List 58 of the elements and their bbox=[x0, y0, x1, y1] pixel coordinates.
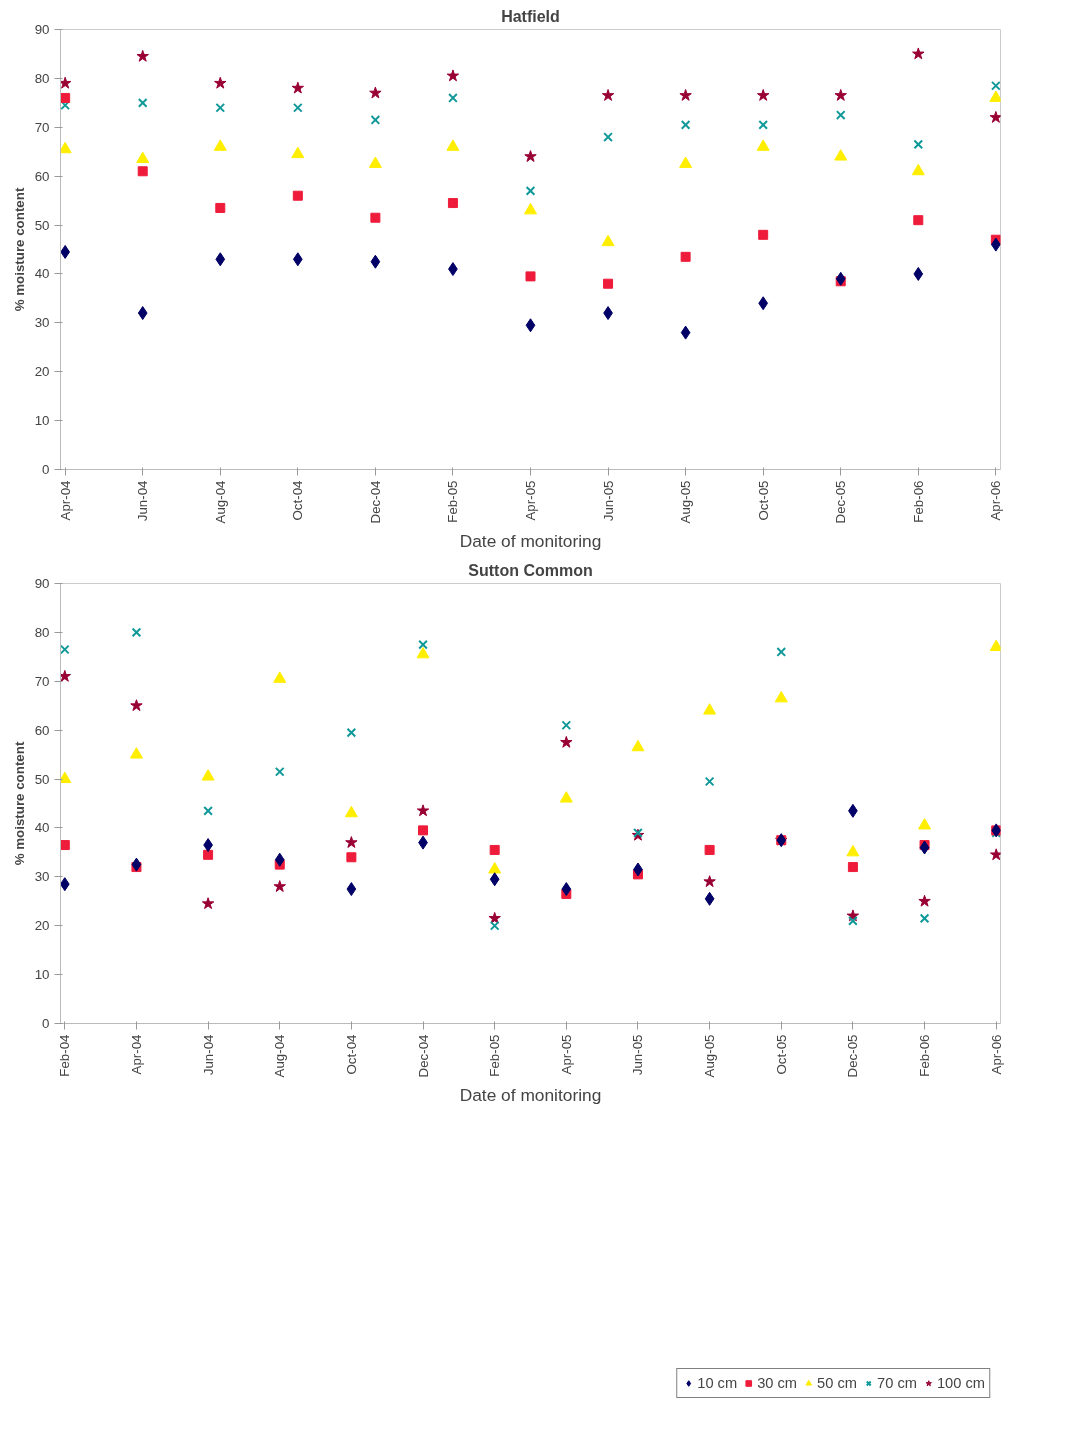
y-tick-label: 20 bbox=[34, 364, 50, 380]
x-tick-label: Apr-06 bbox=[988, 480, 1004, 521]
y-tick-label: 10 bbox=[34, 967, 50, 983]
legend-label: 50 cm bbox=[817, 1375, 858, 1391]
y-tick-label: 10 bbox=[34, 413, 50, 429]
x-tick-label: Aug-04 bbox=[272, 1033, 288, 1078]
x-tick-label: Dec-04 bbox=[367, 479, 383, 524]
y-tick-label: 90 bbox=[34, 576, 50, 591]
x-tick-label: Feb-05 bbox=[487, 1034, 503, 1077]
y-tick-label: 80 bbox=[34, 624, 50, 640]
x-tick-label: Dec-05 bbox=[845, 1034, 861, 1078]
x-tick-label: Oct-04 bbox=[290, 479, 306, 521]
x-tick-label: Aug-05 bbox=[702, 1034, 718, 1078]
y-tick-label: 0 bbox=[42, 462, 50, 477]
legend-label: 100 cm bbox=[936, 1375, 985, 1391]
y-tick-label: 0 bbox=[42, 1016, 50, 1031]
x-tick-label: Jun-04 bbox=[200, 1033, 216, 1076]
y-axis-title: % moisture content bbox=[11, 741, 27, 866]
x-tick-label: Jun-05 bbox=[600, 480, 616, 522]
y-tick-label: 40 bbox=[34, 266, 50, 282]
y-axis-title: % moisture content bbox=[11, 187, 27, 312]
x-tick-label: Jun-04 bbox=[135, 479, 151, 522]
y-tick-label: 70 bbox=[34, 119, 50, 135]
x-tick-label: Dec-04 bbox=[415, 1033, 431, 1078]
y-tick-label: 40 bbox=[34, 820, 50, 836]
x-axis-title: Date of monitoring bbox=[459, 1085, 602, 1106]
chart-title: Hatfield bbox=[501, 7, 560, 25]
y-tick-label: 20 bbox=[34, 918, 50, 934]
y-tick-label: 50 bbox=[34, 217, 50, 233]
x-tick-label: Feb-06 bbox=[910, 480, 926, 523]
y-tick-label: 30 bbox=[34, 869, 50, 885]
x-tick-label: Apr-04 bbox=[57, 479, 73, 521]
chart-title: Sutton Common bbox=[468, 561, 593, 579]
x-tick-label: Aug-04 bbox=[212, 479, 228, 524]
x-tick-label: Dec-05 bbox=[833, 480, 849, 524]
x-tick-label: Apr-05 bbox=[558, 1034, 574, 1075]
y-tick-label: 60 bbox=[34, 168, 50, 184]
x-tick-label: Feb-05 bbox=[445, 480, 461, 523]
x-axis-title: Date of monitoring bbox=[459, 531, 602, 552]
y-tick-label: 70 bbox=[34, 673, 50, 689]
x-tick-label: Oct-04 bbox=[343, 1033, 359, 1075]
x-tick-label: Feb-06 bbox=[917, 1034, 933, 1077]
legend-label: 30 cm bbox=[757, 1375, 798, 1391]
x-tick-label: Oct-05 bbox=[773, 1034, 789, 1075]
y-tick-label: 60 bbox=[34, 722, 50, 738]
x-tick-label: Feb-04 bbox=[57, 1033, 73, 1077]
x-tick-label: Apr-04 bbox=[128, 1033, 144, 1075]
x-tick-label: Aug-05 bbox=[678, 480, 694, 524]
y-tick-label: 80 bbox=[34, 70, 50, 86]
x-tick-label: Oct-05 bbox=[755, 480, 771, 521]
legend-label: 10 cm bbox=[697, 1375, 738, 1391]
x-tick-label: Apr-05 bbox=[523, 480, 538, 521]
legend-label: 70 cm bbox=[877, 1375, 917, 1391]
x-tick-label: Jun-05 bbox=[630, 1034, 646, 1076]
x-tick-label: Apr-06 bbox=[988, 1034, 1004, 1075]
y-tick-label: 50 bbox=[34, 771, 50, 787]
y-tick-label: 90 bbox=[34, 22, 50, 37]
y-tick-label: 30 bbox=[34, 315, 50, 331]
